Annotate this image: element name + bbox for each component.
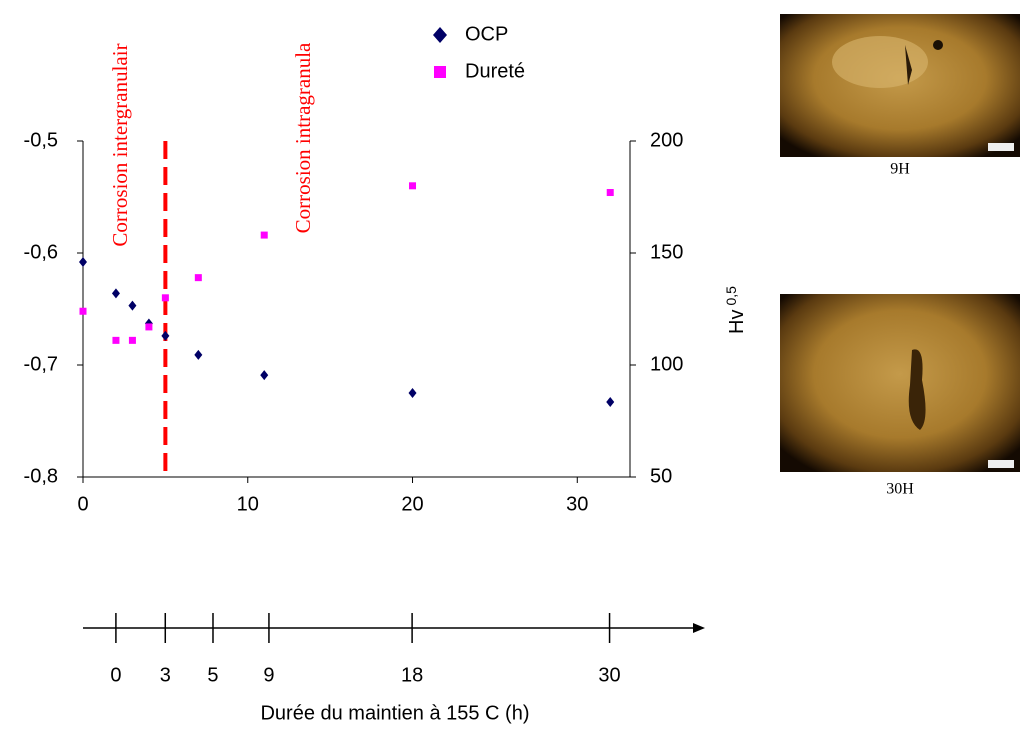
data-point [260,370,269,381]
y2-axis-label: Hv 0,5 [723,286,749,334]
data-point [194,349,203,360]
data-point [79,307,87,315]
x-tick-label: 0 [77,493,88,515]
y-tick-label: -0,5 [24,129,58,151]
timeline-tick-label: 30 [598,664,620,686]
annotation: Corrosion intergranulair [108,43,132,246]
y2-tick-label: 50 [650,465,672,487]
data-point [408,388,417,398]
timeline-tick-label: 0 [110,664,121,686]
timeline-tick-label: 9 [263,664,274,686]
y2-label-sub: 0,5 [723,286,739,306]
data-point [606,396,615,407]
timeline-tick-label: 18 [401,664,423,686]
data-point [606,189,614,197]
annotation: Corrosion intragranula [291,42,315,233]
x-tick-label: 30 [566,493,588,515]
data-point [111,288,120,299]
x-tick-label: 10 [237,493,259,515]
data-point [112,336,120,344]
y2-tick-label: 150 [650,241,683,263]
image-caption: 30H [886,481,914,498]
data-point [145,323,153,331]
y-tick-label: -0,6 [24,241,58,263]
data-point [128,336,136,344]
y2-tick-label: 100 [650,353,683,375]
legend-label: OCP [465,23,508,45]
data-point [409,182,417,190]
legend-marker [434,66,446,78]
x-tick-label: 20 [401,493,423,515]
image-caption: 9H [890,161,910,178]
data-point [260,231,268,239]
legend-marker [433,27,447,43]
data-point [161,294,169,302]
data-point [128,300,137,311]
legend-label: Dureté [465,60,525,82]
timeline-tick-label: 5 [207,664,218,686]
data-point [194,274,202,282]
y-tick-label: -0,7 [24,353,58,375]
y-tick-label: -0,8 [24,465,58,487]
micrograph-30h [780,294,1020,472]
y2-label-main: Hv [726,310,748,334]
x-axis-label: Durée du maintien à 155 C (h) [260,702,529,724]
data-point [79,256,87,267]
micrograph-9h [780,14,1020,157]
data-point [161,330,170,341]
timeline-arrow [693,623,705,633]
timeline-tick-label: 3 [160,664,171,686]
y2-tick-label: 200 [650,129,683,151]
